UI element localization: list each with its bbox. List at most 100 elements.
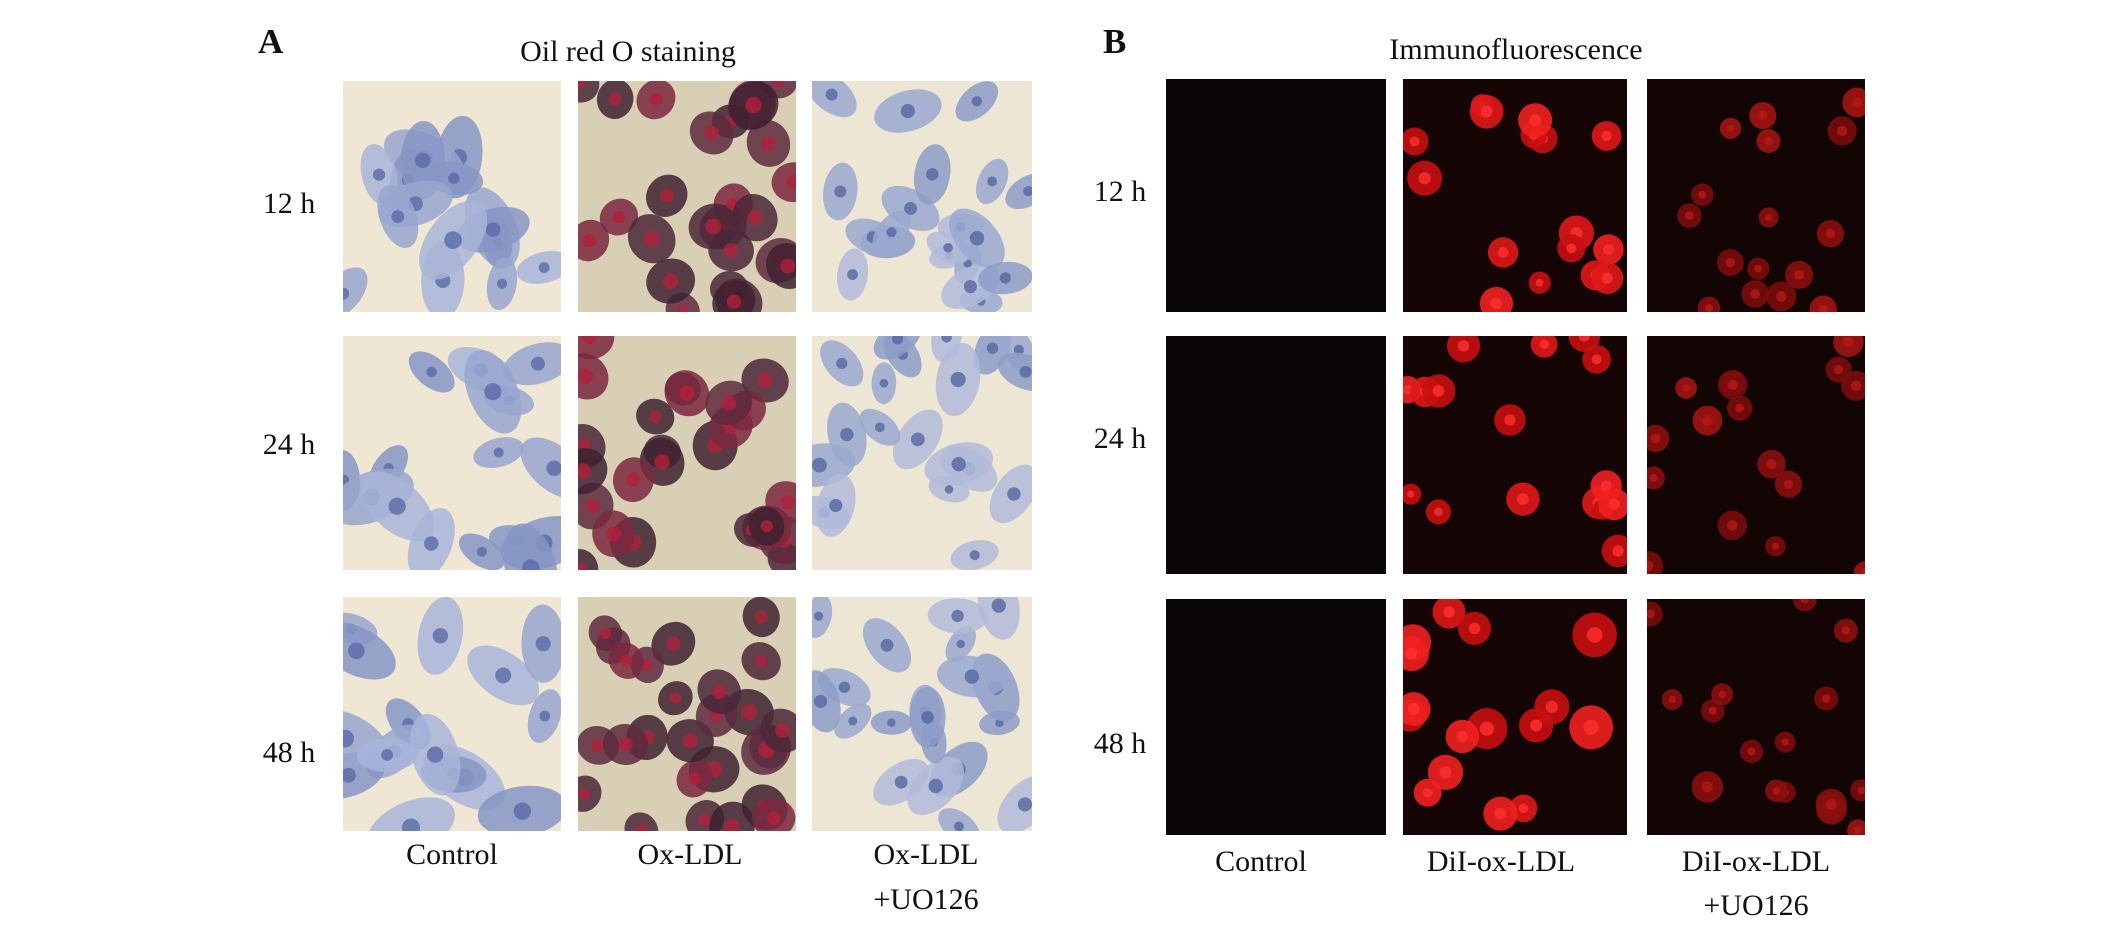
nucleus (1825, 798, 1837, 810)
column-label: DiI-ox-LDL (1427, 845, 1575, 878)
nucleus (1612, 545, 1624, 557)
nucleus (1781, 738, 1789, 746)
nucleus (635, 824, 648, 831)
nucleus (391, 210, 405, 223)
nucleus (825, 88, 838, 101)
nucleus (1854, 826, 1862, 834)
nucleus (741, 704, 758, 721)
nucleus (1764, 136, 1773, 146)
nucleus (1497, 247, 1509, 258)
nucleus (834, 185, 847, 198)
micrograph (1647, 599, 1865, 835)
nucleus (904, 201, 918, 215)
micrograph-background (1166, 336, 1386, 574)
nucleus (388, 497, 406, 515)
nucleus (1019, 365, 1032, 378)
nucleus (1608, 498, 1620, 510)
nucleus (892, 336, 904, 345)
nucleus (1775, 291, 1787, 302)
nucleus (910, 432, 925, 447)
nucleus (829, 498, 843, 513)
nucleus (964, 669, 980, 684)
nucleus (1735, 403, 1745, 413)
micrograph (1647, 336, 1865, 574)
nucleus (1718, 690, 1727, 699)
nucleus (723, 818, 740, 831)
nucleus (476, 546, 487, 557)
nucleus (1766, 459, 1777, 470)
row-label: 48 h (1094, 727, 1147, 760)
nucleus (578, 463, 591, 480)
panel-label: B (1103, 22, 1126, 61)
nucleus (608, 92, 622, 106)
nucleus (757, 372, 773, 389)
nucleus (991, 598, 1006, 613)
nucleus (848, 716, 858, 726)
nucleus (987, 176, 998, 187)
nucleus (1726, 124, 1735, 133)
nucleus (539, 710, 551, 722)
nucleus (950, 371, 966, 388)
nucleus (1468, 622, 1481, 635)
nucleus (682, 733, 698, 749)
nucleus (1517, 493, 1529, 505)
nucleus (662, 273, 679, 289)
nucleus (766, 811, 781, 826)
nucleus (591, 738, 605, 753)
nucleus (496, 278, 508, 289)
nucleus (754, 654, 768, 668)
nucleus (894, 775, 908, 789)
nucleus (838, 681, 851, 693)
nucleus (1013, 344, 1024, 355)
micrographs (343, 79, 1865, 835)
row-label: 24 h (1094, 422, 1147, 455)
nucleus (1017, 797, 1032, 812)
nucleus (1668, 695, 1676, 704)
nucleus (578, 368, 593, 385)
nucleus (813, 611, 824, 621)
nucleus (951, 609, 964, 623)
nucleus (1825, 228, 1836, 239)
nucleus (1747, 747, 1756, 756)
row-label: 12 h (1094, 175, 1147, 208)
nucleus (836, 357, 848, 370)
nucleus (578, 562, 587, 570)
nucleus (721, 395, 737, 411)
nucleus (401, 818, 421, 831)
nucleus (1771, 542, 1779, 550)
nucleus (1843, 336, 1854, 348)
nucleus (786, 175, 796, 190)
nucleus (1490, 297, 1503, 310)
nucleus (999, 272, 1012, 284)
nucleus (1702, 415, 1713, 426)
nucleus (812, 457, 827, 473)
nucleus (986, 342, 999, 354)
nucleus (1765, 213, 1773, 222)
nucleus (1479, 721, 1495, 736)
column-label: Ox-LDL (638, 838, 743, 871)
nucleus (1566, 243, 1577, 254)
nucleus (581, 336, 598, 345)
nucleus (1701, 781, 1713, 793)
nucleus (1529, 114, 1542, 127)
nucleus (1443, 606, 1455, 618)
nucleus (1841, 626, 1851, 635)
nucleus (1457, 340, 1470, 352)
micrograph (1403, 79, 1627, 312)
nucleus (1794, 269, 1804, 280)
nucleus (1857, 786, 1865, 795)
nucleus (943, 242, 953, 253)
nucleus (530, 356, 545, 371)
nucleus (969, 550, 980, 561)
nucleus (1861, 568, 1865, 574)
nucleus (679, 385, 695, 401)
nucleus (1601, 130, 1612, 142)
nucleus (1754, 264, 1763, 273)
nucleus (1545, 700, 1558, 713)
nucleus (584, 498, 600, 514)
nucleus (1407, 703, 1420, 715)
nucleus (723, 243, 739, 258)
nucleus (698, 813, 712, 827)
nucleus (1023, 185, 1032, 197)
nucleus (747, 209, 763, 226)
